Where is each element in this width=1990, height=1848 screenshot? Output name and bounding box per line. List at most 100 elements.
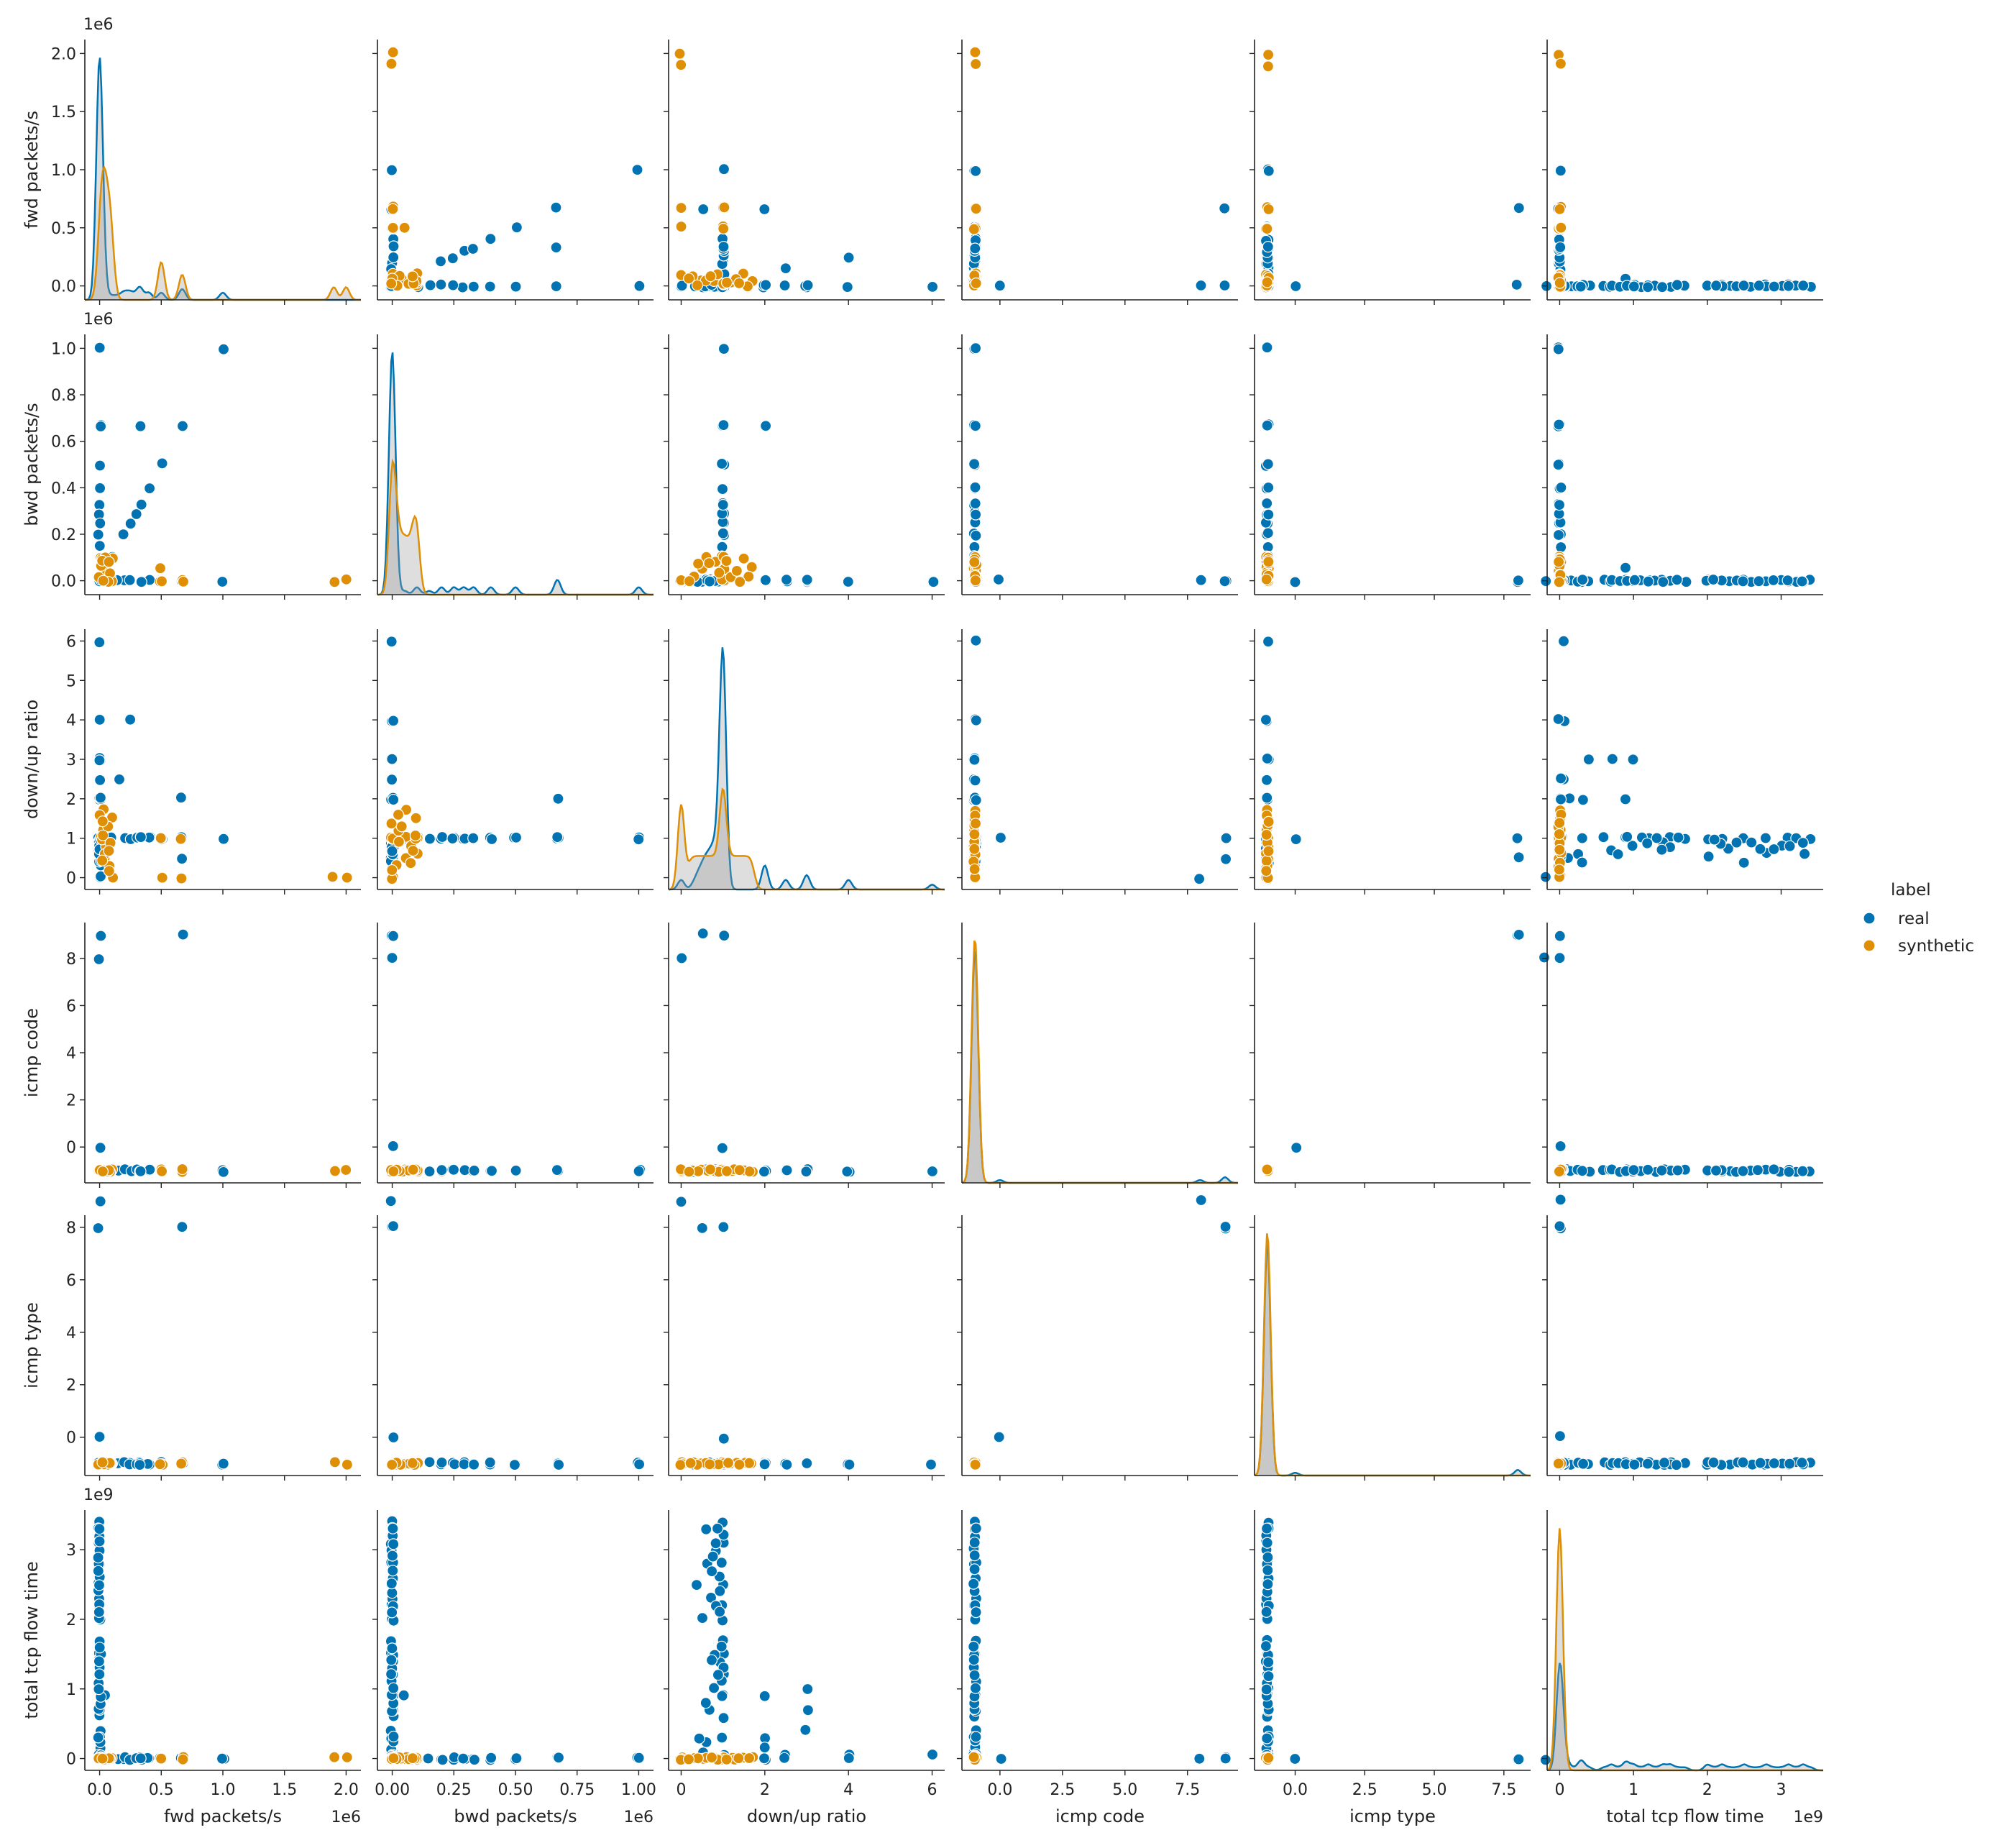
x-axis-label: total tcp flow time <box>1606 1806 1764 1826</box>
point-synthetic <box>720 1165 733 1177</box>
point-synthetic <box>968 863 981 875</box>
point-real <box>1260 774 1273 786</box>
point-real <box>216 1752 229 1765</box>
point-real <box>1539 1754 1551 1766</box>
panel-code-vs-bwd <box>377 923 654 1184</box>
point-real <box>715 457 728 470</box>
point-real <box>1642 1163 1654 1176</box>
point-real <box>552 1458 565 1471</box>
point-real <box>1195 279 1207 292</box>
point-real <box>387 1220 400 1232</box>
point-real <box>468 1164 480 1177</box>
point-synthetic <box>406 1752 419 1765</box>
point-synthetic <box>720 554 733 567</box>
point-real <box>385 636 398 648</box>
point-real <box>970 1731 982 1743</box>
x-tick-label: 3 <box>1776 1781 1786 1799</box>
point-real <box>969 165 982 177</box>
kde-fill-synthetic <box>1255 1233 1531 1476</box>
point-real <box>758 1166 771 1178</box>
y-axis-label: total tcp flow time <box>22 1561 42 1719</box>
point-real <box>926 1748 939 1761</box>
point-real <box>1538 951 1551 964</box>
point-real <box>551 831 564 843</box>
point-real <box>970 1606 982 1619</box>
point-real <box>484 1456 496 1468</box>
point-real <box>717 1712 730 1724</box>
point-synthetic <box>733 1752 745 1765</box>
point-synthetic <box>970 58 982 70</box>
point-real <box>696 1612 709 1624</box>
point-synthetic <box>156 872 168 884</box>
point-real <box>144 482 156 495</box>
point-synthetic <box>155 575 168 587</box>
y-tick-label: 2 <box>66 1377 76 1395</box>
point-real <box>134 1458 146 1471</box>
point-real <box>436 1456 448 1469</box>
point-real <box>94 774 106 787</box>
point-real <box>1738 280 1750 292</box>
point-real <box>969 1682 982 1694</box>
point-real <box>93 1579 106 1591</box>
point-real <box>1219 1752 1232 1765</box>
x-tick-label: 2.0 <box>334 1781 359 1799</box>
kde-line-real <box>961 951 1238 1184</box>
point-real <box>968 1654 980 1666</box>
point-real <box>1262 1578 1274 1591</box>
kde-fill-synthetic <box>962 941 1238 1183</box>
point-real <box>457 1752 469 1765</box>
point-real <box>1796 1456 1808 1469</box>
y-tick-label: 1 <box>66 831 76 848</box>
kde-line-synthetic <box>1254 1233 1531 1477</box>
point-real <box>1219 853 1232 865</box>
point-real <box>94 870 107 882</box>
point-real <box>697 928 709 940</box>
point-synthetic <box>1553 556 1565 568</box>
point-synthetic <box>155 832 167 844</box>
point-real <box>386 1550 399 1562</box>
point-real <box>1768 1163 1780 1176</box>
point-real <box>446 252 459 265</box>
point-real <box>781 1164 793 1176</box>
point-synthetic <box>1555 221 1567 234</box>
point-real <box>1759 832 1771 844</box>
point-real <box>1262 1551 1274 1563</box>
point-real <box>457 281 469 293</box>
point-real <box>388 1431 400 1444</box>
point-real <box>217 833 230 845</box>
panel-code-vs-type <box>1254 923 1551 1184</box>
point-synthetic <box>97 575 109 587</box>
point-real <box>134 831 147 843</box>
point-real <box>758 1458 771 1470</box>
point-real <box>1262 165 1275 177</box>
y-axis-label: fwd packets/s <box>22 111 42 229</box>
point-synthetic <box>1553 864 1565 876</box>
point-real <box>1553 418 1565 431</box>
y-tick-label: 1.0 <box>51 340 76 358</box>
point-real <box>714 1585 726 1597</box>
point-real <box>124 574 136 586</box>
point-real <box>1784 1458 1796 1470</box>
point-real <box>779 262 792 275</box>
point-real <box>467 1458 480 1470</box>
legend: label real synthetic <box>1863 881 1974 956</box>
point-synthetic <box>968 1751 980 1763</box>
point-real <box>93 539 106 552</box>
kde-line-synthetic <box>1546 1528 1823 1772</box>
y-axis-label: icmp type <box>22 1302 42 1389</box>
point-real <box>93 1642 106 1654</box>
point-synthetic <box>1260 828 1273 841</box>
point-synthetic <box>103 556 115 568</box>
point-synthetic <box>1260 573 1273 585</box>
point-real <box>713 1606 726 1618</box>
point-real <box>843 252 855 264</box>
legend-title: label <box>1891 881 1931 900</box>
point-real <box>675 1196 687 1208</box>
kde-line-real <box>1546 1662 1823 1772</box>
point-real <box>718 929 730 942</box>
panel-tcp-vs-tcp <box>1546 1510 1823 1772</box>
point-real <box>1612 848 1624 861</box>
x-tick-label: 0.5 <box>149 1781 174 1799</box>
point-real <box>994 831 1007 844</box>
point-real <box>1702 851 1715 863</box>
